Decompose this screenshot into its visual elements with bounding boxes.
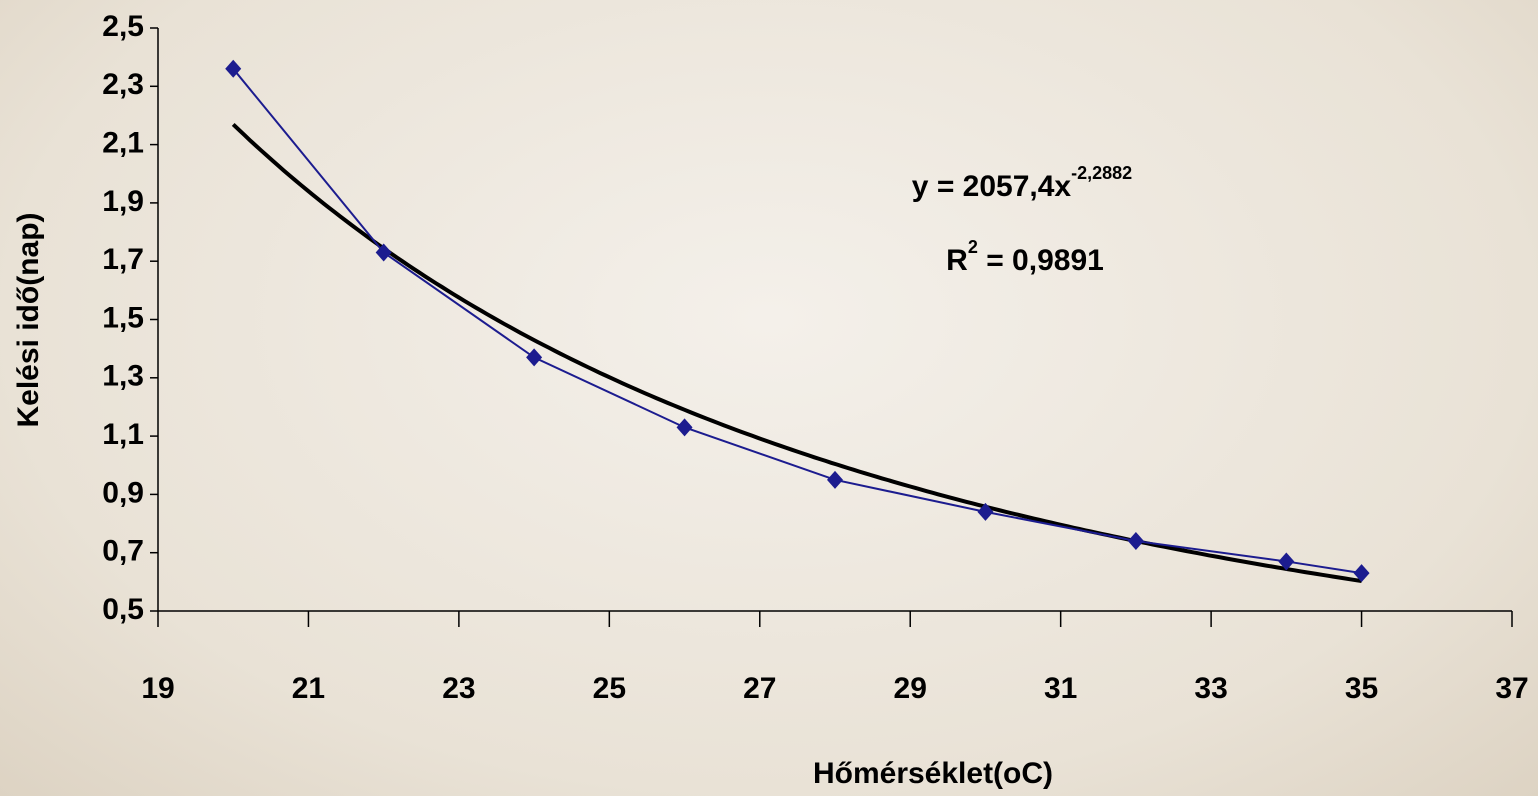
equation: y = 2057,4x-2,2882 (912, 163, 1132, 203)
y-tick-label: 1,7 (102, 243, 144, 276)
y-axis-title: Kelési idő(nap) (12, 212, 45, 427)
data-point (827, 471, 843, 489)
y-tick-label: 1,5 (102, 301, 144, 334)
y-tick-label: 0,9 (102, 476, 144, 509)
y-tick-label: 1,9 (102, 185, 144, 218)
x-tick-label: 21 (292, 672, 325, 705)
x-axis-title: Hőmérséklet(oC) (813, 757, 1053, 790)
data-point (526, 348, 542, 366)
x-tick-label: 25 (593, 672, 626, 705)
x-tick-label: 27 (743, 672, 776, 705)
y-tick-label: 2,5 (102, 10, 144, 43)
x-tick-label: 29 (894, 672, 927, 705)
data-point (677, 418, 693, 436)
x-tick-label: 35 (1345, 672, 1378, 705)
y-tick-label: 2,1 (102, 127, 144, 160)
chart: Kelési idő(nap) Hőmérséklet(oC) y = 2057… (0, 0, 1538, 796)
r-squared: R2 = 0,9891 (946, 237, 1104, 277)
y-tick-label: 0,5 (102, 593, 144, 626)
trendline (233, 124, 1361, 581)
data-point (1128, 532, 1144, 550)
x-tick-label: 19 (141, 672, 174, 705)
y-tick-label: 1,1 (102, 418, 144, 451)
x-tick-label: 33 (1194, 672, 1227, 705)
y-tick-label: 1,3 (102, 360, 144, 393)
x-tick-label: 37 (1495, 672, 1528, 705)
x-tick-label: 31 (1044, 672, 1077, 705)
x-tick-label: 23 (442, 672, 475, 705)
y-tick-label: 2,3 (102, 68, 144, 101)
y-tick-label: 0,7 (102, 535, 144, 568)
series-line (233, 69, 1361, 573)
